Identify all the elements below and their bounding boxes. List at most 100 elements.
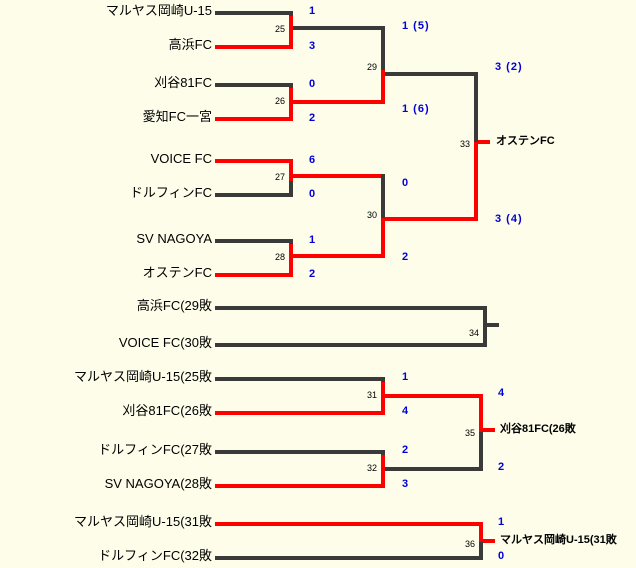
bracket-line-29-top — [293, 26, 385, 30]
bracket-join-27-red — [289, 159, 293, 181]
score-32-bottom: 3 — [402, 478, 410, 490]
score-33-bottom: 3 (4) — [495, 213, 523, 225]
team-label: VOICE FC — [150, 151, 212, 166]
team-label: VOICE FC(30敗 — [118, 335, 212, 350]
team-label: ドルフィンFC(32敗 — [98, 548, 212, 563]
winner-label-final: オステンFC — [496, 135, 555, 147]
bracket-line-t4 — [215, 117, 293, 121]
team-label: マルヤス岡崎U-15 — [105, 3, 212, 18]
bracket-line-t7 — [215, 239, 293, 243]
score-35-bottom: 2 — [498, 461, 506, 473]
bracket-line-t15 — [215, 522, 483, 526]
bracket-join-25-stub — [289, 11, 293, 16]
match-number-26: 26 — [274, 96, 285, 106]
team-label: SV NAGOYA — [136, 231, 212, 246]
match-number-35: 35 — [464, 428, 475, 438]
score-26-bottom: 2 — [309, 112, 317, 124]
bracket-join-33 — [474, 74, 478, 221]
bracket-join-36-stub — [479, 542, 483, 560]
bracket-line-t9 — [215, 306, 487, 310]
winner-label-match-35: 刈谷81FC(26敗 — [500, 423, 576, 435]
bracket-join-35 — [479, 396, 483, 432]
bracket-join-25 — [289, 13, 293, 49]
bracket-line-t11 — [215, 377, 385, 381]
bracket-line-t14 — [215, 484, 385, 488]
bracket-line-35-top — [385, 394, 483, 398]
score-35-top: 4 — [498, 387, 506, 399]
bracket-join-32 — [381, 452, 385, 488]
bracket-winner-stub-35 — [483, 428, 495, 432]
score-31-top: 1 — [402, 371, 410, 383]
score-25-top: 1 — [309, 5, 317, 17]
bracket-line-t2 — [215, 45, 293, 49]
score-29-top: 1 (5) — [402, 20, 430, 32]
team-label: 刈谷81FC(26敗 — [122, 403, 212, 418]
bracket-line-t8 — [215, 273, 293, 277]
bracket-winner-stub-34 — [487, 323, 499, 327]
team-label: ドルフィンFC(27敗 — [98, 442, 212, 457]
score-36-top: 1 — [498, 516, 506, 528]
bracket-join-28 — [289, 241, 293, 277]
team-label: 高浜FC(29敗 — [136, 298, 212, 313]
team-label: 高浜FC — [168, 37, 212, 52]
bracket-join-29-stub — [381, 26, 385, 70]
team-label: SV NAGOYA(28敗 — [104, 476, 212, 491]
team-label: 刈谷81FC — [154, 75, 212, 90]
bracket-join-31 — [381, 379, 385, 415]
bracket-line-35-bottom — [385, 467, 483, 471]
match-number-34: 34 — [468, 328, 479, 338]
match-number-31: 31 — [366, 390, 377, 400]
bracket-line-t10 — [215, 343, 487, 347]
score-30-bottom: 2 — [402, 251, 410, 263]
score-25-bottom: 3 — [309, 40, 317, 52]
match-number-33: 33 — [459, 139, 470, 149]
bracket-join-35-stub — [479, 432, 483, 471]
score-27-bottom: 0 — [309, 188, 317, 200]
score-28-top: 1 — [309, 234, 317, 246]
score-30-top: 0 — [402, 177, 410, 189]
bracket-line-30-top — [293, 174, 385, 178]
bracket-line-30-bottom — [293, 254, 385, 258]
bracket-line-33-bottom — [385, 217, 478, 221]
bracket-line-t6 — [215, 193, 293, 197]
bracket-join-30-stub — [381, 174, 385, 218]
match-number-25: 25 — [274, 24, 285, 34]
bracket-join-34 — [483, 306, 487, 347]
team-label: 愛知FC一宮 — [142, 109, 212, 124]
score-31-bottom: 4 — [402, 405, 410, 417]
bracket-winner-stub-33 — [478, 140, 490, 144]
score-28-bottom: 2 — [309, 268, 317, 280]
match-number-36: 36 — [464, 539, 475, 549]
team-label: マルヤス岡崎U-15(25敗 — [74, 369, 212, 384]
bracket-line-t12 — [215, 411, 385, 415]
bracket-line-t1 — [215, 11, 293, 15]
team-label: ドルフィンFC — [129, 185, 212, 200]
bracket-join-32-stub — [381, 450, 385, 455]
score-27-top: 6 — [309, 154, 317, 166]
bracket-join-33-stub — [474, 72, 478, 142]
bracket-join-26-stub — [289, 83, 293, 88]
bracket-line-t3 — [215, 83, 293, 87]
score-29-bottom: 1 (6) — [402, 103, 430, 115]
bracket-line-29-bottom — [293, 100, 385, 104]
match-number-30: 30 — [366, 210, 377, 220]
winner-label-match-36: マルヤス岡崎U-15(31敗 — [500, 534, 617, 546]
match-number-27: 27 — [274, 172, 285, 182]
bracket-join-31-stub — [381, 377, 385, 382]
score-36-bottom: 0 — [498, 550, 506, 562]
score-32-top: 2 — [402, 444, 410, 456]
match-number-29: 29 — [366, 62, 377, 72]
team-label: オステンFC — [142, 265, 212, 280]
bracket-line-33-top — [385, 72, 478, 76]
team-label: マルヤス岡崎U-15(31敗 — [74, 514, 212, 529]
match-number-32: 32 — [366, 463, 377, 473]
score-33-top: 3 (2) — [495, 61, 523, 73]
bracket-winner-stub-36 — [483, 539, 495, 543]
bracket-join-28-stub — [289, 239, 293, 244]
match-number-28: 28 — [274, 252, 285, 262]
bracket-join-26 — [289, 85, 293, 121]
bracket-join-36 — [479, 524, 483, 544]
bracket-line-t13 — [215, 450, 385, 454]
bracket-line-t5 — [215, 159, 293, 163]
